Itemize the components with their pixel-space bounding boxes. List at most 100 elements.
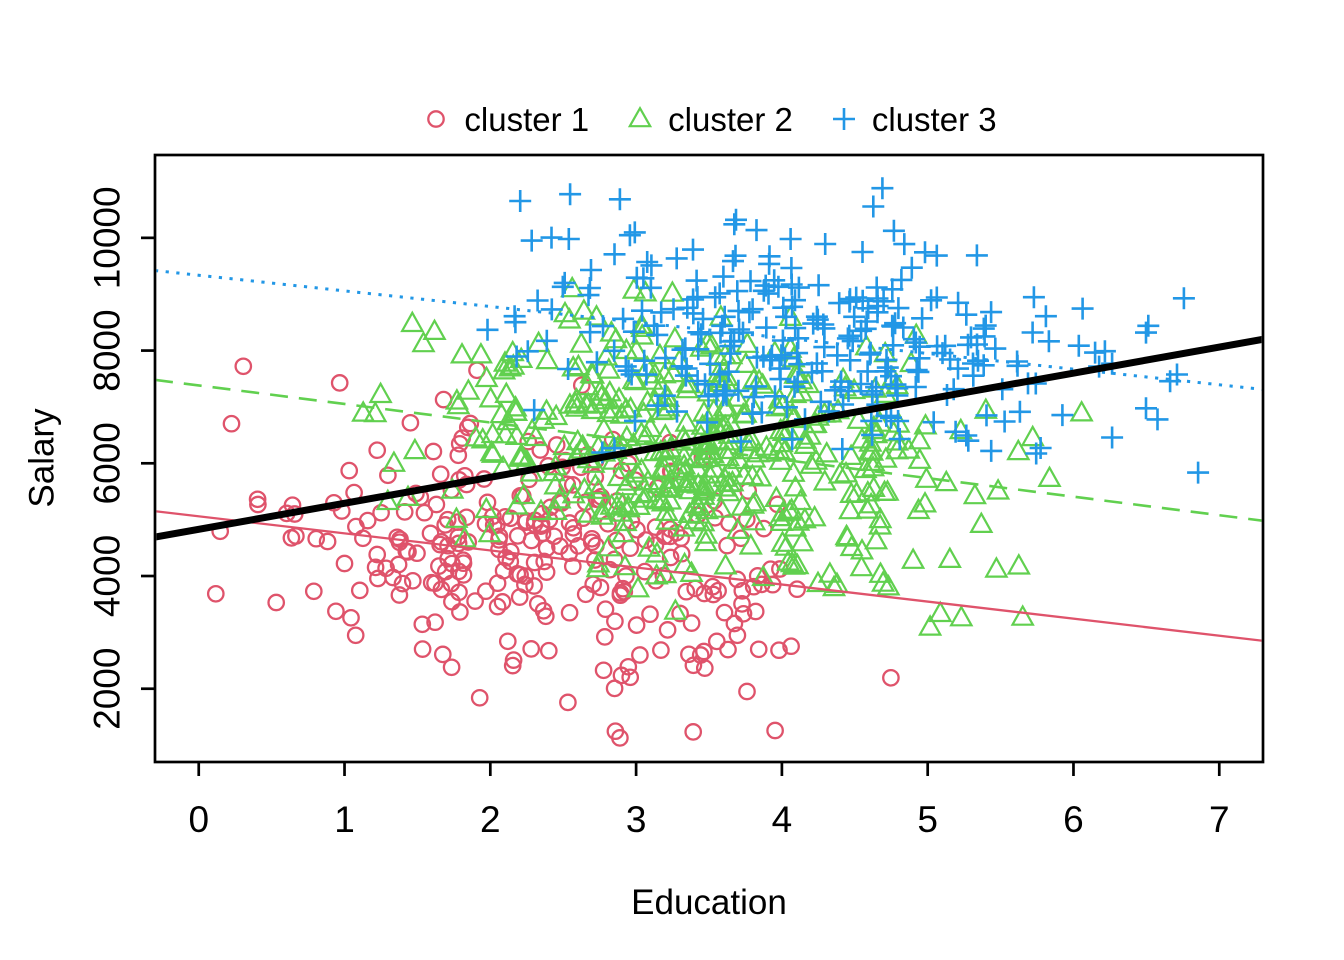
data-point [733, 351, 758, 373]
data-point [807, 274, 830, 297]
data-point [646, 323, 669, 346]
data-point [676, 296, 699, 319]
data-point [621, 277, 646, 299]
data-point [900, 256, 923, 279]
data-point [368, 441, 387, 460]
data-point [579, 321, 602, 344]
data-point [802, 504, 827, 527]
data-point [861, 383, 884, 406]
data-point [1029, 437, 1052, 459]
data-point [479, 439, 504, 462]
data-point [653, 445, 678, 468]
data-point [492, 357, 517, 380]
data-point [742, 508, 767, 531]
data-point [1069, 399, 1094, 422]
data-point [671, 604, 689, 623]
data-point [372, 503, 390, 522]
data-point [456, 378, 481, 400]
y-tick-label: 10000 [87, 186, 128, 289]
data-point [1006, 438, 1031, 461]
data-point [249, 495, 267, 514]
data-point [379, 466, 397, 485]
data-point [781, 295, 804, 318]
data-point [805, 352, 828, 375]
data-point [739, 270, 762, 293]
data-point [354, 529, 372, 548]
data-point [671, 515, 697, 537]
data-point [712, 265, 735, 288]
data-point [461, 414, 480, 433]
data-point [752, 279, 775, 302]
data-point [788, 580, 806, 599]
data-point [617, 359, 640, 382]
data-point [553, 271, 576, 294]
data-point [463, 424, 488, 447]
data-point [839, 349, 862, 372]
data-point [888, 428, 911, 450]
data-point [783, 474, 808, 497]
data-point [725, 614, 744, 633]
data-point [535, 347, 560, 370]
data-point [738, 533, 763, 555]
y-tick-label: 6000 [87, 422, 128, 504]
data-point [638, 415, 663, 438]
data-point [728, 626, 747, 645]
data-point [691, 400, 717, 422]
data-point [584, 391, 609, 414]
cluster-3-fit-line [156, 269, 1262, 391]
data-point [547, 436, 566, 454]
data-point [814, 233, 837, 255]
data-point [738, 682, 756, 701]
data-point [868, 506, 893, 529]
data-point [449, 341, 475, 364]
data-point [918, 614, 943, 636]
data-point [366, 558, 385, 577]
data-point [497, 548, 515, 567]
data-point [551, 275, 574, 298]
data-point [560, 603, 579, 622]
data-point [974, 314, 997, 337]
data-point [395, 503, 414, 521]
data-point [586, 477, 611, 499]
data-point [431, 465, 450, 484]
data-point [493, 593, 512, 611]
data-point [962, 482, 987, 505]
data-point [695, 642, 713, 661]
data-point [526, 289, 549, 312]
data-point [714, 395, 740, 417]
data-point [741, 298, 764, 321]
data-point [887, 410, 910, 432]
data-point [436, 562, 455, 581]
data-point [603, 243, 626, 266]
data-point [871, 570, 896, 592]
data-point [804, 448, 829, 470]
data-point [846, 407, 871, 429]
data-point [505, 345, 528, 368]
data-point [779, 228, 802, 250]
data-point [537, 563, 556, 581]
data-point [849, 554, 874, 577]
data-point [660, 280, 685, 302]
data-point [922, 411, 945, 434]
data-point [504, 651, 523, 669]
data-point [748, 464, 773, 487]
data-point [882, 219, 905, 242]
data-point [633, 349, 656, 372]
data-point [914, 241, 936, 264]
data-point [722, 250, 744, 273]
data-point [597, 379, 622, 402]
data-point [564, 518, 583, 537]
legend-item-cluster-2: cluster 2 [625, 103, 793, 136]
data-point [520, 229, 543, 252]
data-point [713, 305, 736, 328]
data-point [474, 365, 499, 388]
data-point [691, 479, 716, 501]
data-point [401, 413, 420, 432]
data-point [663, 598, 688, 620]
data-point [828, 292, 851, 315]
data-point [640, 254, 663, 277]
data-point [599, 493, 624, 515]
data-point [594, 661, 613, 680]
data-point [904, 331, 927, 354]
data-point [1146, 408, 1169, 431]
